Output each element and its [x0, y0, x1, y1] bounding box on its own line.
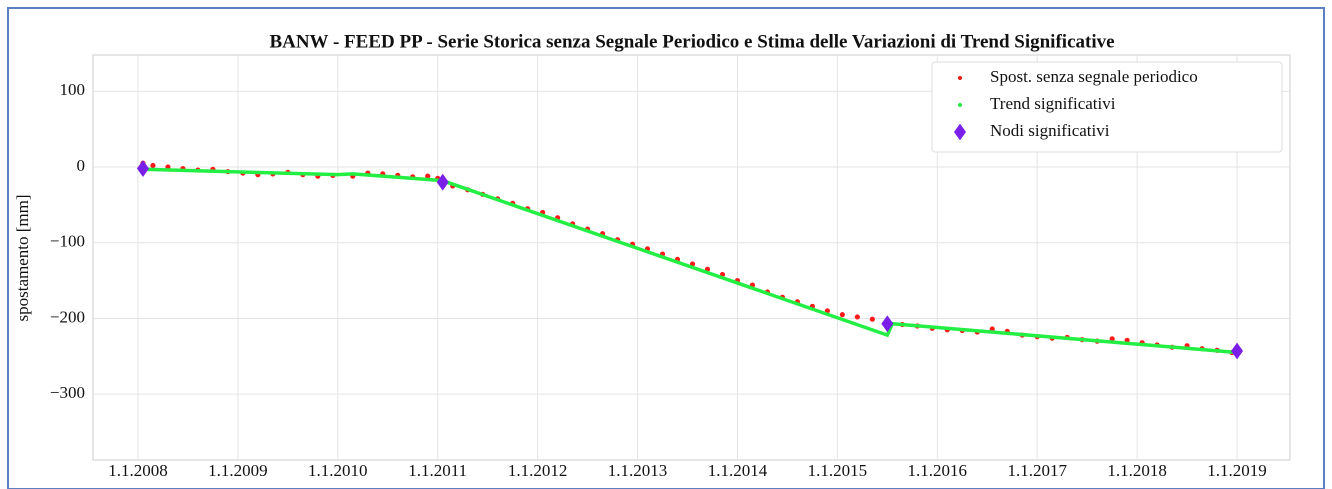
legend-label: Trend significativi	[990, 94, 1116, 113]
y-axis-label: spostamento [mm]	[13, 194, 32, 321]
data-point	[1109, 336, 1115, 342]
x-tick-label: 1.1.2011	[408, 461, 467, 480]
frame	[7, 7, 1325, 489]
data-point	[869, 316, 875, 322]
legend-box	[931, 61, 1283, 153]
x-tick-label: 1.1.2016	[908, 461, 968, 480]
data-point	[839, 312, 845, 318]
chart-title: BANW - FEED PP - Serie Storica senza Seg…	[269, 31, 1114, 52]
legend-label: Nodi significativi	[990, 121, 1110, 140]
legend-marker	[954, 123, 966, 141]
y-tick-label: 100	[60, 80, 86, 99]
data-point	[425, 173, 431, 179]
node-marker	[136, 160, 149, 177]
node-marker	[1231, 342, 1244, 360]
legend-marker	[958, 103, 962, 107]
data-point	[854, 314, 860, 320]
x-tick-label: 1.1.2019	[1207, 461, 1267, 480]
x-tick-label: 1.1.2018	[1107, 461, 1167, 480]
node-marker	[881, 315, 894, 333]
y-tick-label: −300	[50, 383, 85, 402]
x-tick-label: 1.1.2015	[808, 461, 868, 480]
x-tick-label: 1.1.2010	[308, 461, 368, 480]
y-tick-label: 0	[77, 156, 86, 175]
x-tick-label: 1.1.2009	[208, 461, 268, 480]
y-tick-label: −100	[50, 232, 85, 251]
node-marker	[436, 173, 449, 191]
legend-label: Spost. senza segnale periodico	[990, 67, 1198, 86]
x-tick-label: 1.1.2014	[708, 461, 768, 480]
legend-marker	[958, 76, 962, 80]
x-tick-label: 1.1.2017	[1007, 461, 1067, 480]
x-tick-label: 1.1.2013	[608, 461, 668, 480]
x-tick-label: 1.1.2008	[108, 461, 168, 480]
x-tick-label: 1.1.2012	[508, 461, 568, 480]
data-point	[150, 162, 156, 169]
y-tick-label: −200	[50, 307, 85, 326]
